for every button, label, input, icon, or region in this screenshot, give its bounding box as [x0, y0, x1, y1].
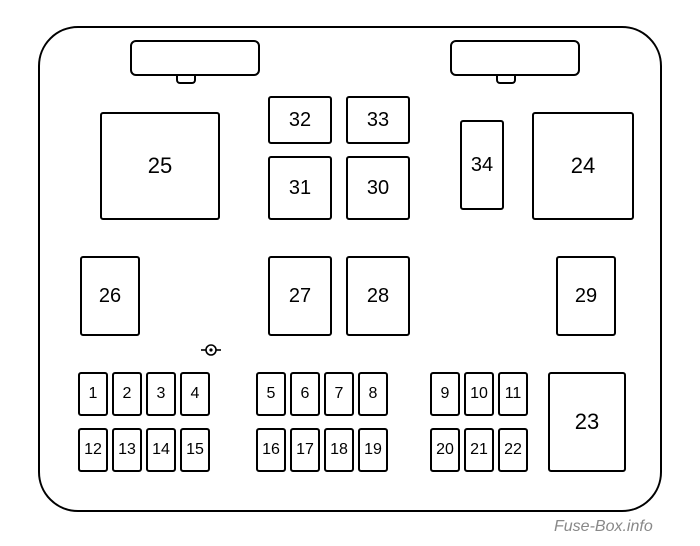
fuse-label: 21	[470, 441, 488, 459]
fuse-22: 22	[498, 428, 528, 472]
fuse-label: 18	[330, 441, 348, 459]
relay-34: 34	[460, 120, 504, 210]
fuse-7: 7	[324, 372, 354, 416]
fuse-12: 12	[78, 428, 108, 472]
fuse-label: 19	[364, 441, 382, 459]
fuse-1: 1	[78, 372, 108, 416]
fuse-18: 18	[324, 428, 354, 472]
fuse-20: 20	[430, 428, 460, 472]
relay-label: 32	[289, 109, 311, 132]
fuse-8: 8	[358, 372, 388, 416]
fuse-label: 12	[84, 441, 102, 459]
fuse-4: 4	[180, 372, 210, 416]
fuse-label: 9	[441, 385, 450, 403]
fuse-17: 17	[290, 428, 320, 472]
fuse-21: 21	[464, 428, 494, 472]
relay-label: 23	[575, 409, 599, 435]
fuse-label: 8	[369, 385, 378, 403]
relay-label: 26	[99, 285, 121, 308]
fuse-13: 13	[112, 428, 142, 472]
fuse-label: 6	[301, 385, 310, 403]
fuse-box-diagram: 252434323331302627282923 123456789101112…	[0, 0, 700, 546]
fuse-19: 19	[358, 428, 388, 472]
connector-tab	[496, 76, 516, 84]
relay-label: 31	[289, 177, 311, 200]
relay-label: 29	[575, 285, 597, 308]
fuse-label: 2	[123, 385, 132, 403]
relay-23: 23	[548, 372, 626, 472]
fuse-label: 5	[267, 385, 276, 403]
relay-label: 33	[367, 109, 389, 132]
connector-slot	[450, 40, 580, 76]
relay-29: 29	[556, 256, 616, 336]
fuse-label: 16	[262, 441, 280, 459]
fuse-label: 7	[335, 385, 344, 403]
fuse-label: 13	[118, 441, 136, 459]
connector-slot	[130, 40, 260, 76]
fuse-16: 16	[256, 428, 286, 472]
relay-label: 28	[367, 285, 389, 308]
relay-31: 31	[268, 156, 332, 220]
relay-26: 26	[80, 256, 140, 336]
fuse-label: 4	[191, 385, 200, 403]
relay-label: 27	[289, 285, 311, 308]
fuse-10: 10	[464, 372, 494, 416]
relay-label: 34	[471, 154, 493, 177]
fuse-label: 20	[436, 441, 454, 459]
watermark-text: Fuse-Box.info	[554, 518, 653, 536]
fuse-label: 17	[296, 441, 314, 459]
fuse-label: 15	[186, 441, 204, 459]
fuse-11: 11	[498, 372, 528, 416]
relay-33: 33	[346, 96, 410, 144]
fuse-label: 11	[505, 385, 522, 403]
fuse-3: 3	[146, 372, 176, 416]
connector-tab	[176, 76, 196, 84]
relay-30: 30	[346, 156, 410, 220]
relay-27: 27	[268, 256, 332, 336]
fuse-label: 10	[470, 385, 488, 403]
relay-label: 25	[148, 153, 172, 179]
fuse-label: 14	[152, 441, 170, 459]
fuse-9: 9	[430, 372, 460, 416]
relay-label: 24	[571, 153, 595, 179]
relay-label: 30	[367, 177, 389, 200]
screw-icon	[200, 344, 222, 356]
relay-28: 28	[346, 256, 410, 336]
fuse-label: 3	[157, 385, 166, 403]
fuse-5: 5	[256, 372, 286, 416]
fuse-14: 14	[146, 428, 176, 472]
fuse-label: 22	[504, 441, 522, 459]
relay-32: 32	[268, 96, 332, 144]
fuse-6: 6	[290, 372, 320, 416]
relay-25: 25	[100, 112, 220, 220]
fuse-2: 2	[112, 372, 142, 416]
fuse-label: 1	[89, 385, 98, 403]
fuse-15: 15	[180, 428, 210, 472]
relay-24: 24	[532, 112, 634, 220]
